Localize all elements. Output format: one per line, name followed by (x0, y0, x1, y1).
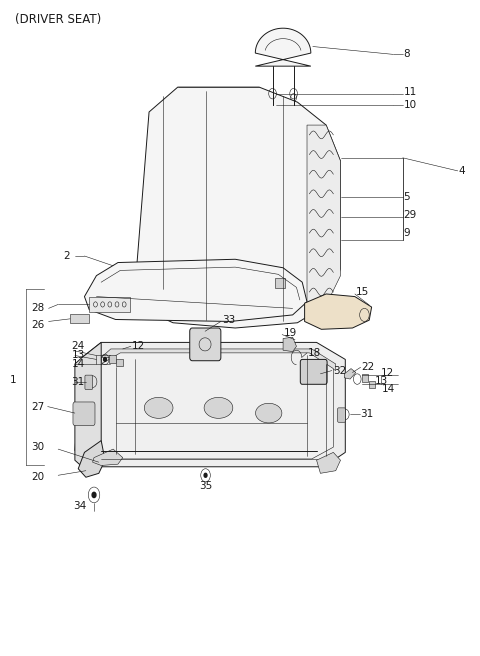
Ellipse shape (144, 398, 173, 419)
Text: 19: 19 (284, 328, 297, 338)
Polygon shape (307, 125, 340, 315)
Polygon shape (93, 449, 123, 466)
Text: 22: 22 (361, 362, 375, 372)
Text: 1: 1 (10, 375, 17, 385)
Text: 14: 14 (382, 384, 396, 394)
Text: 31: 31 (72, 377, 85, 386)
Ellipse shape (204, 398, 233, 419)
Text: 11: 11 (404, 87, 417, 97)
Text: 20: 20 (31, 472, 44, 482)
Circle shape (204, 474, 207, 478)
FancyBboxPatch shape (109, 355, 116, 363)
Text: 28: 28 (31, 303, 44, 314)
FancyBboxPatch shape (89, 297, 131, 312)
Polygon shape (75, 342, 345, 467)
FancyBboxPatch shape (116, 359, 123, 366)
FancyBboxPatch shape (369, 381, 375, 388)
Text: 26: 26 (31, 319, 44, 330)
Polygon shape (101, 349, 336, 371)
Text: 31: 31 (360, 409, 374, 419)
Text: 2: 2 (63, 251, 70, 261)
FancyBboxPatch shape (85, 375, 93, 390)
FancyBboxPatch shape (361, 375, 368, 382)
Circle shape (92, 492, 96, 497)
Text: 14: 14 (72, 359, 85, 369)
FancyBboxPatch shape (70, 314, 89, 323)
Polygon shape (78, 441, 105, 478)
Polygon shape (75, 342, 101, 469)
Text: 5: 5 (404, 192, 410, 202)
Ellipse shape (255, 403, 282, 423)
Text: 8: 8 (404, 49, 410, 60)
Text: 33: 33 (222, 315, 235, 325)
Text: 32: 32 (333, 365, 346, 375)
Polygon shape (317, 453, 340, 474)
Polygon shape (305, 294, 372, 329)
Polygon shape (255, 28, 311, 66)
Text: 13: 13 (72, 350, 85, 361)
FancyBboxPatch shape (276, 277, 285, 288)
Text: 10: 10 (404, 100, 417, 110)
Circle shape (104, 358, 107, 361)
Text: 9: 9 (404, 228, 410, 238)
Text: 35: 35 (199, 482, 212, 491)
Text: 4: 4 (459, 166, 465, 176)
Polygon shape (84, 259, 307, 321)
Text: 30: 30 (31, 442, 44, 452)
Text: 27: 27 (31, 401, 44, 411)
Polygon shape (283, 337, 297, 352)
Text: 13: 13 (375, 376, 388, 386)
Text: 15: 15 (356, 287, 369, 297)
FancyBboxPatch shape (337, 408, 345, 422)
Polygon shape (82, 353, 333, 459)
Text: (DRIVER SEAT): (DRIVER SEAT) (15, 12, 101, 26)
FancyBboxPatch shape (300, 359, 327, 384)
Text: 12: 12 (132, 341, 145, 352)
Text: 24: 24 (72, 341, 85, 352)
Polygon shape (135, 87, 340, 328)
Text: 29: 29 (404, 211, 417, 220)
Text: 12: 12 (381, 367, 395, 377)
Polygon shape (344, 369, 356, 379)
Text: 18: 18 (308, 348, 321, 358)
FancyBboxPatch shape (73, 402, 95, 426)
Text: 34: 34 (73, 501, 87, 511)
FancyBboxPatch shape (190, 328, 221, 361)
